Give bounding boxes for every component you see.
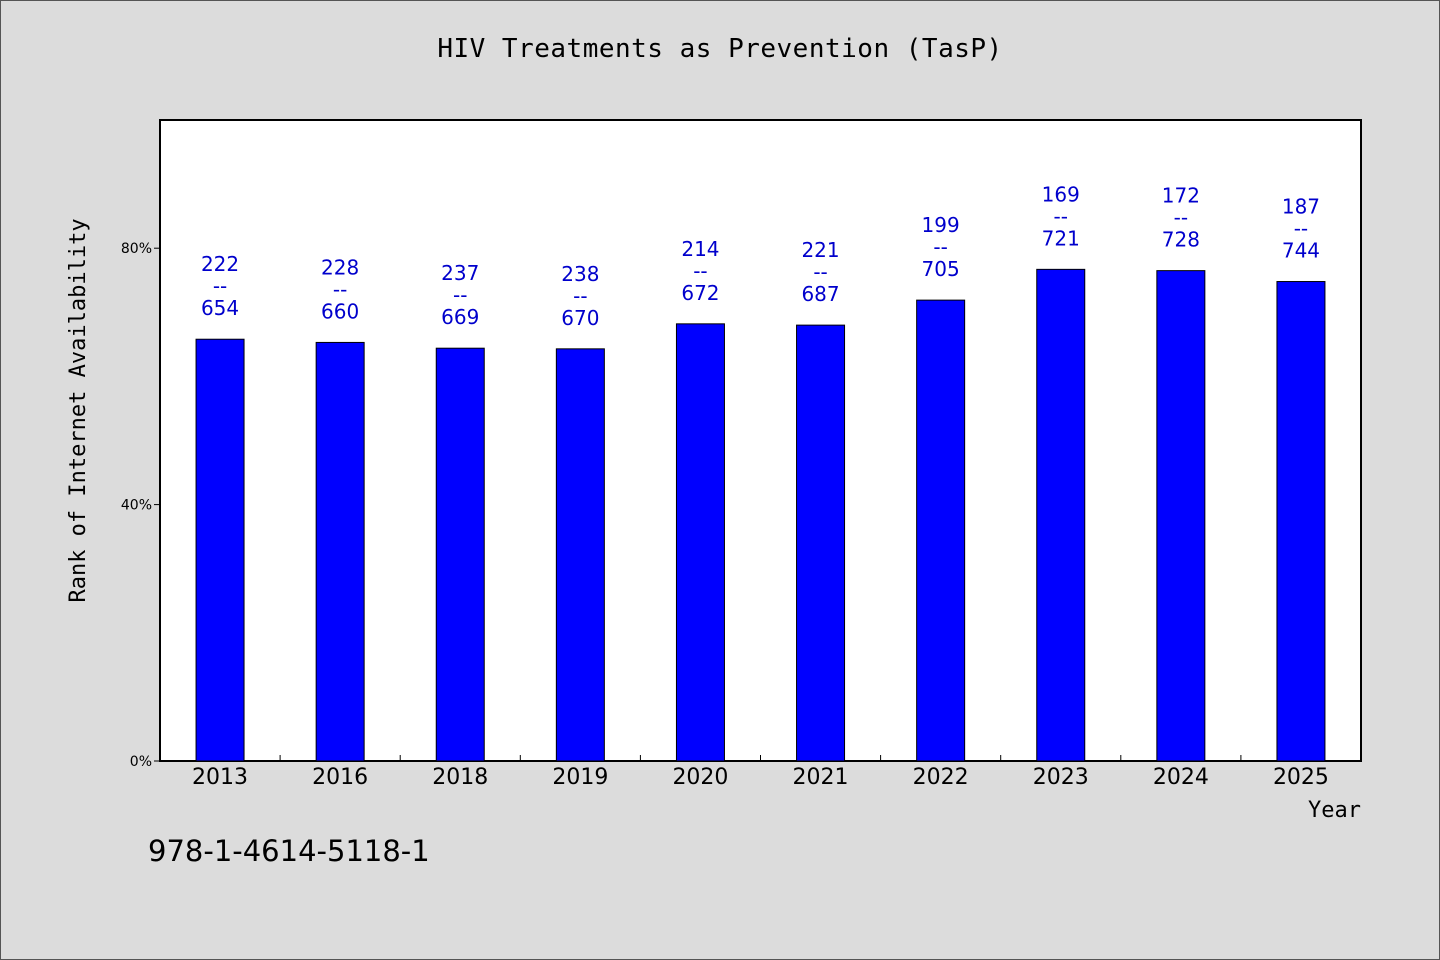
data-label-2023-sep: -- [1054, 204, 1068, 228]
y-tick-label-0: 0% [130, 754, 152, 770]
data-label-2018-top: 237 [441, 261, 479, 285]
chart-title: HIV Treatments as Prevention (TasP) [437, 34, 1003, 64]
data-label-2025-sep: -- [1294, 217, 1308, 241]
y-tick-label-40: 40% [121, 498, 152, 514]
data-label-2018-sep: -- [453, 283, 467, 307]
axis-layer: 2013 2016 2018 2019 2020 2021 2022 2023 2024 2025… [121, 241, 1329, 790]
footer-code: 978-1-4614-5118-1 [148, 834, 430, 868]
data-label-2019-bottom: 670 [561, 306, 599, 330]
bars-layer [195, 268, 1326, 762]
bar-2022 [916, 299, 966, 762]
data-label-2023-bottom: 721 [1042, 226, 1080, 250]
x-tick-label-2024: 2024 [1153, 765, 1209, 790]
x-tick-label-2021: 2021 [793, 765, 849, 790]
data-label-2013-bottom: 654 [201, 296, 239, 320]
x-axis-label: Year [1308, 798, 1361, 823]
data-label-2020-top: 214 [681, 237, 719, 261]
x-tick-label-2018: 2018 [432, 765, 488, 790]
x-tick-label-2013: 2013 [192, 765, 248, 790]
data-label-2016-sep: -- [333, 277, 347, 301]
data-label-2022-sep: -- [933, 235, 947, 259]
x-tick-label-2025: 2025 [1273, 765, 1329, 790]
data-label-2022-top: 199 [922, 213, 960, 237]
bar-2023 [1036, 268, 1086, 762]
data-label-2024-sep: -- [1174, 206, 1188, 230]
bar-2018 [435, 347, 485, 762]
bar-2021 [796, 324, 846, 762]
data-label-2024-bottom: 728 [1162, 228, 1200, 252]
bar-2020 [675, 323, 725, 762]
x-tick-label-2019: 2019 [552, 765, 608, 790]
data-label-2025-top: 187 [1282, 195, 1320, 219]
x-tick-label-2023: 2023 [1033, 765, 1089, 790]
data-label-2019-top: 238 [561, 262, 599, 286]
data-label-2020-bottom: 672 [681, 281, 719, 305]
bar-2013 [195, 338, 245, 762]
data-label-2021-bottom: 687 [801, 282, 839, 306]
x-tick-label-2022: 2022 [913, 765, 969, 790]
bar-2019 [555, 348, 605, 762]
bar-2025 [1276, 281, 1326, 762]
data-labels-layer: 222--654228--660237--669238--670214--672… [201, 182, 1320, 329]
data-label-2013-sep: -- [213, 274, 227, 298]
x-tick-label-2020: 2020 [672, 765, 728, 790]
data-label-2023-top: 169 [1042, 182, 1080, 206]
y-tick-label-80: 80% [121, 241, 152, 257]
x-tick-label-2016: 2016 [312, 765, 368, 790]
data-label-2016-bottom: 660 [321, 299, 359, 323]
data-label-2018-bottom: 669 [441, 305, 479, 329]
data-label-2021-sep: -- [813, 260, 827, 284]
data-label-2025-bottom: 744 [1282, 239, 1320, 263]
data-label-2022-bottom: 705 [922, 257, 960, 281]
data-label-2013-top: 222 [201, 252, 239, 276]
bar-2024 [1156, 270, 1206, 762]
data-label-2024-top: 172 [1162, 184, 1200, 208]
data-label-2021-top: 221 [801, 238, 839, 262]
y-axis-label: Rank of Internet Availability [66, 218, 91, 602]
data-label-2019-sep: -- [573, 284, 587, 308]
bar-2016 [315, 341, 365, 762]
data-label-2020-sep: -- [693, 259, 707, 283]
data-label-2016-top: 228 [321, 255, 359, 279]
